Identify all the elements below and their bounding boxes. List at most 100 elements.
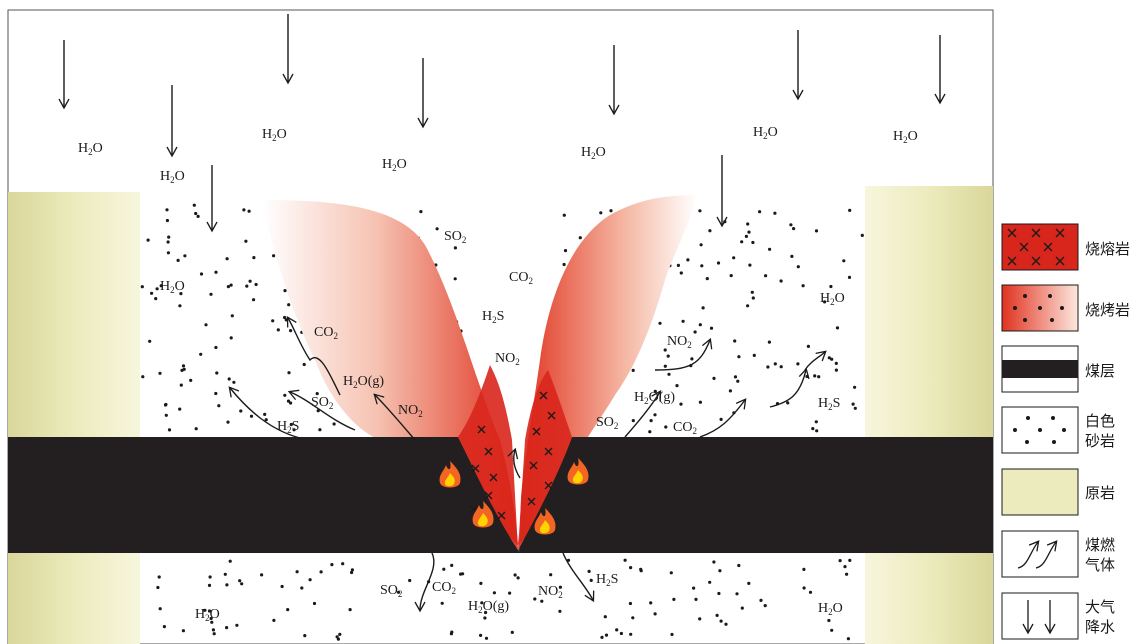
sand-dot: [157, 575, 161, 579]
melt-fissure: [512, 410, 524, 553]
sand-dot: [396, 590, 401, 594]
chem-label: CO2: [432, 580, 456, 596]
sand-dot: [631, 368, 635, 372]
sand-dot: [208, 575, 212, 579]
sand-dot: [712, 560, 716, 564]
sand-dot: [165, 218, 169, 223]
chem-label: NO2: [667, 334, 692, 350]
sand-dot: [766, 365, 770, 369]
legend-item-coal-fire-gas: 煤燃 气体: [1001, 530, 1115, 578]
sand-dot: [692, 586, 696, 590]
sand-dot: [808, 590, 813, 594]
sand-dot: [350, 570, 354, 575]
sand-dot: [709, 326, 714, 330]
sand-dot: [263, 412, 267, 416]
sand-dot: [796, 362, 800, 366]
sand-dot: [763, 604, 767, 608]
gas-arrows: [228, 315, 827, 613]
chem-label: NO2: [538, 584, 563, 600]
sand-dot: [764, 274, 768, 278]
sand-dot: [348, 608, 352, 612]
sand-dot: [806, 344, 811, 348]
sand-dot: [199, 352, 203, 356]
sand-dot: [302, 362, 306, 367]
sand-dot: [214, 345, 218, 350]
precipitation-arrows: [58, 14, 946, 233]
sand-dot: [435, 227, 439, 231]
sand-dot: [140, 285, 144, 289]
melt-rock-left: [458, 365, 518, 550]
sand-dot: [848, 558, 852, 563]
sand-dot: [562, 262, 566, 267]
sand-dot: [252, 298, 256, 302]
sand-dot: [563, 249, 568, 253]
fire-icon: [567, 458, 589, 485]
sand-dot: [194, 211, 198, 216]
sand-dot: [619, 631, 624, 636]
sand-dot: [750, 290, 754, 294]
sand-dot: [225, 583, 229, 587]
sand-dot: [226, 285, 230, 289]
sand-dot: [669, 571, 673, 575]
sand-dot: [189, 378, 193, 382]
sand-dot: [802, 567, 806, 572]
sand-dot: [300, 586, 304, 590]
gas-arrow: [287, 389, 356, 431]
sand-dot: [179, 292, 183, 296]
sand-dot: [167, 235, 171, 239]
sand-dot: [146, 238, 150, 242]
sand-dot: [649, 601, 653, 605]
sand-dot: [628, 601, 633, 606]
sand-dot: [196, 214, 200, 218]
legend-label: 煤层: [1085, 362, 1115, 380]
sand-dot: [214, 270, 218, 274]
sand-dot: [748, 263, 752, 267]
sand-dot: [211, 628, 215, 632]
sand-dot: [479, 581, 483, 586]
sand-dot: [182, 367, 186, 371]
sand-dot: [698, 617, 702, 621]
sand-dot: [217, 404, 221, 408]
sand-dot: [814, 229, 819, 233]
sand-dot: [823, 300, 827, 304]
sand-dot: [480, 601, 484, 605]
sand-dot: [649, 419, 653, 423]
sand-dot: [758, 210, 762, 214]
legend-label: 烧烤岩: [1085, 301, 1130, 319]
sand-dot: [834, 361, 838, 365]
sand-dot: [830, 628, 834, 632]
sand-dot: [207, 609, 212, 613]
sand-dot: [681, 319, 685, 323]
chem-label: SO2: [596, 415, 618, 431]
original-rock-bottom-left: [8, 553, 140, 644]
sand-dot: [492, 591, 496, 595]
sand-dot: [292, 428, 296, 432]
sand-dot: [698, 323, 702, 327]
sand-dot: [484, 610, 488, 615]
sand-dot: [735, 592, 739, 596]
sand-dot: [733, 375, 738, 379]
sand-dot: [287, 303, 291, 307]
sand-dot: [751, 240, 755, 245]
legend-item-coal-seam: 煤层: [1001, 345, 1115, 393]
sand-dot: [459, 572, 463, 576]
chem-label: H2S: [277, 419, 299, 435]
sand-dot: [851, 402, 855, 406]
legend-label: 降水: [1085, 618, 1115, 636]
sand-dot: [815, 429, 819, 433]
sand-dot: [694, 597, 698, 602]
chem-label: H2O(g): [634, 390, 675, 406]
sand-dot: [350, 568, 354, 572]
sand-dot: [483, 616, 487, 620]
sand-dot: [729, 274, 733, 278]
sand-dot: [260, 573, 264, 577]
chem-label: H2O: [78, 141, 103, 157]
chem-label: H2O: [160, 279, 185, 295]
legend-label: 烧熔岩: [1085, 240, 1130, 258]
sand-dot: [845, 572, 849, 576]
sand-dot: [744, 234, 749, 238]
sand-dot: [792, 227, 796, 231]
sand-dot: [736, 379, 740, 383]
sand-dot: [179, 383, 183, 387]
fire-icon: [472, 501, 494, 528]
